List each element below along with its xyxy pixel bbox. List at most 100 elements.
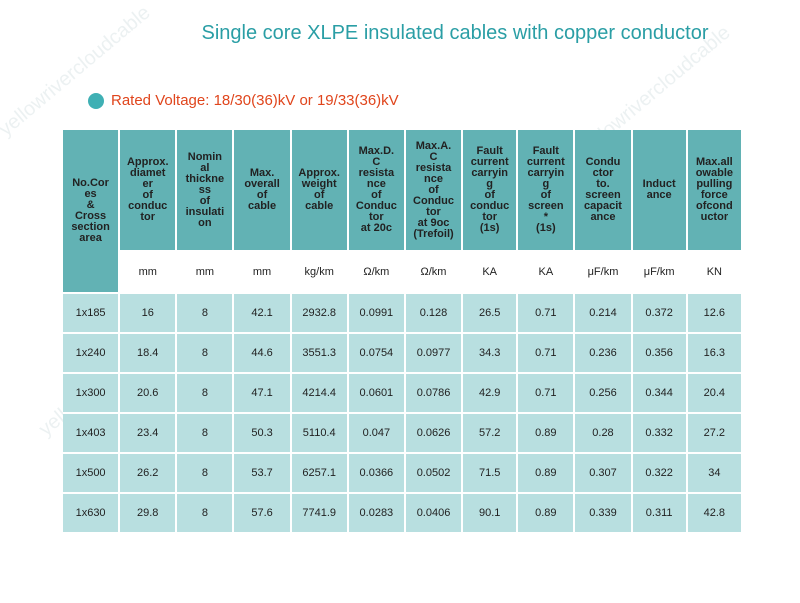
value-cell: 26.5 <box>463 294 519 334</box>
column-header: Nomin al thickne ss of insulati on <box>177 130 235 252</box>
value-cell: 34 <box>687 454 743 494</box>
table-row: 1x240 18.4 8 44.6 3551.3 0.0754 0.0977 34.3 0.71… <box>63 334 743 374</box>
value-cell: 0.332 <box>632 414 688 454</box>
value-cell: 0.71 <box>518 334 576 374</box>
value-cell: 16.3 <box>687 334 743 374</box>
value-cell: 42.9 <box>463 374 519 414</box>
value-cell: 5110.4 <box>291 414 349 454</box>
value-cell: 0.0786 <box>405 374 464 414</box>
value-cell: 0.322 <box>632 454 688 494</box>
value-cell: 0.311 <box>632 494 688 534</box>
value-cell: 0.89 <box>518 414 576 454</box>
unit-cell: mm <box>120 252 178 294</box>
column-header: Max. overall of cable <box>234 130 292 252</box>
value-cell: 57.6 <box>234 494 292 534</box>
value-cell: 0.0626 <box>405 414 464 454</box>
value-cell: 0.0754 <box>348 334 406 374</box>
column-header-label: Fault current carryin g of screen * (1s) <box>526 145 565 234</box>
rated-voltage: Rated Voltage: 18/30(36)kV or 19/33(36)k… <box>88 92 399 109</box>
column-header-label: Nomin al thickne ss of insulati on <box>185 150 225 229</box>
value-cell: 0.047 <box>348 414 406 454</box>
value-cell: 0.0406 <box>405 494 464 534</box>
table-row: 1x403 23.4 8 50.3 5110.4 0.047 0.0626 57.2 0.89 0… <box>63 414 743 454</box>
column-header-label: Max. overall of cable <box>244 167 280 212</box>
column-header-label: Induct ance <box>642 178 676 201</box>
value-cell: 42.8 <box>687 494 743 534</box>
column-header: Fault current carryin g of screen * (1s) <box>518 130 576 252</box>
cross-section-cell: 1x300 <box>63 374 121 414</box>
column-header-label: Max.all owable pulling force ofcond uctor <box>695 156 733 223</box>
unit-cell: kg/km <box>291 252 349 294</box>
value-cell: 0.356 <box>632 334 688 374</box>
value-cell: 4214.4 <box>291 374 349 414</box>
value-cell: 26.2 <box>120 454 178 494</box>
unit-cell: KN <box>687 252 743 294</box>
column-header-label: Condu ctor to. screen capacit ance <box>584 156 622 223</box>
unit-cell: mm <box>234 252 292 294</box>
value-cell: 8 <box>177 454 235 494</box>
column-header: Approx. weight of cable <box>291 130 349 252</box>
value-cell: 44.6 <box>234 334 292 374</box>
value-cell: 12.6 <box>687 294 743 334</box>
value-cell: 29.8 <box>120 494 178 534</box>
value-cell: 8 <box>177 414 235 454</box>
column-header-label: Approx. weight of cable <box>298 167 340 212</box>
unit-cell: Ω/km <box>405 252 464 294</box>
cross-section-cell: 1x500 <box>63 454 121 494</box>
value-cell: 20.4 <box>687 374 743 414</box>
value-cell: 20.6 <box>120 374 178 414</box>
value-cell: 18.4 <box>120 334 178 374</box>
value-cell: 0.344 <box>632 374 688 414</box>
value-cell: 3551.3 <box>291 334 349 374</box>
table-row: 1x300 20.6 8 47.1 4214.4 0.0601 0.0786 42.9 0.71… <box>63 374 743 414</box>
value-cell: 0.89 <box>518 454 576 494</box>
value-cell: 23.4 <box>120 414 178 454</box>
value-cell: 8 <box>177 374 235 414</box>
unit-cell: μF/km <box>632 252 688 294</box>
unit-cell: KA <box>518 252 576 294</box>
column-header: Fault current carryin g of conduc tor (1s) <box>463 130 519 252</box>
value-cell: 0.128 <box>405 294 464 334</box>
cross-section-cell: 1x403 <box>63 414 121 454</box>
value-cell: 47.1 <box>234 374 292 414</box>
value-cell: 42.1 <box>234 294 292 334</box>
table-row: 1x630 29.8 8 57.6 7741.9 0.0283 0.0406 90.1 0.89… <box>63 494 743 534</box>
value-cell: 57.2 <box>463 414 519 454</box>
column-header: Approx. diamet er of conduc tor <box>120 130 178 252</box>
value-cell: 0.214 <box>575 294 633 334</box>
bullet-dot-icon <box>88 92 104 109</box>
unit-cell: KA <box>463 252 519 294</box>
column-header: Induct ance <box>632 130 688 252</box>
value-cell: 7741.9 <box>291 494 349 534</box>
cable-spec-table: No.Cor es & Cross section area Approx. diamet er… <box>63 130 743 534</box>
value-cell: 8 <box>177 294 235 334</box>
cross-section-cell: 1x185 <box>63 294 121 334</box>
page-title: Single core XLPE insulated cables with c… <box>201 22 709 44</box>
value-cell: 8 <box>177 334 235 374</box>
table-row: 1x500 26.2 8 53.7 6257.1 0.0366 0.0502 71.5 0.89… <box>63 454 743 494</box>
unit-cell: mm <box>177 252 235 294</box>
value-cell: 71.5 <box>463 454 519 494</box>
value-cell: 0.0977 <box>405 334 464 374</box>
value-cell: 90.1 <box>463 494 519 534</box>
column-header: Condu ctor to. screen capacit ance <box>575 130 633 252</box>
header-row: No.Cor es & Cross section area Approx. diamet er… <box>63 130 743 294</box>
value-cell: 0.339 <box>575 494 633 534</box>
column-header-label: Approx. diamet er of conduc tor <box>126 156 169 223</box>
rated-voltage-text: Rated Voltage: 18/30(36)kV or 19/33(36)k… <box>111 92 399 109</box>
value-cell: 0.0366 <box>348 454 406 494</box>
value-cell: 53.7 <box>234 454 292 494</box>
column-header: Max.all owable pulling force ofcond uctor <box>687 130 743 252</box>
value-cell: 0.71 <box>518 374 576 414</box>
value-cell: 0.372 <box>632 294 688 334</box>
value-cell: 2932.8 <box>291 294 349 334</box>
value-cell: 16 <box>120 294 178 334</box>
unit-cell: Ω/km <box>348 252 406 294</box>
unit-cell: μF/km <box>575 252 633 294</box>
value-cell: 8 <box>177 494 235 534</box>
value-cell: 0.307 <box>575 454 633 494</box>
cross-section-header-label: No.Cor es & Cross section area <box>71 177 110 244</box>
